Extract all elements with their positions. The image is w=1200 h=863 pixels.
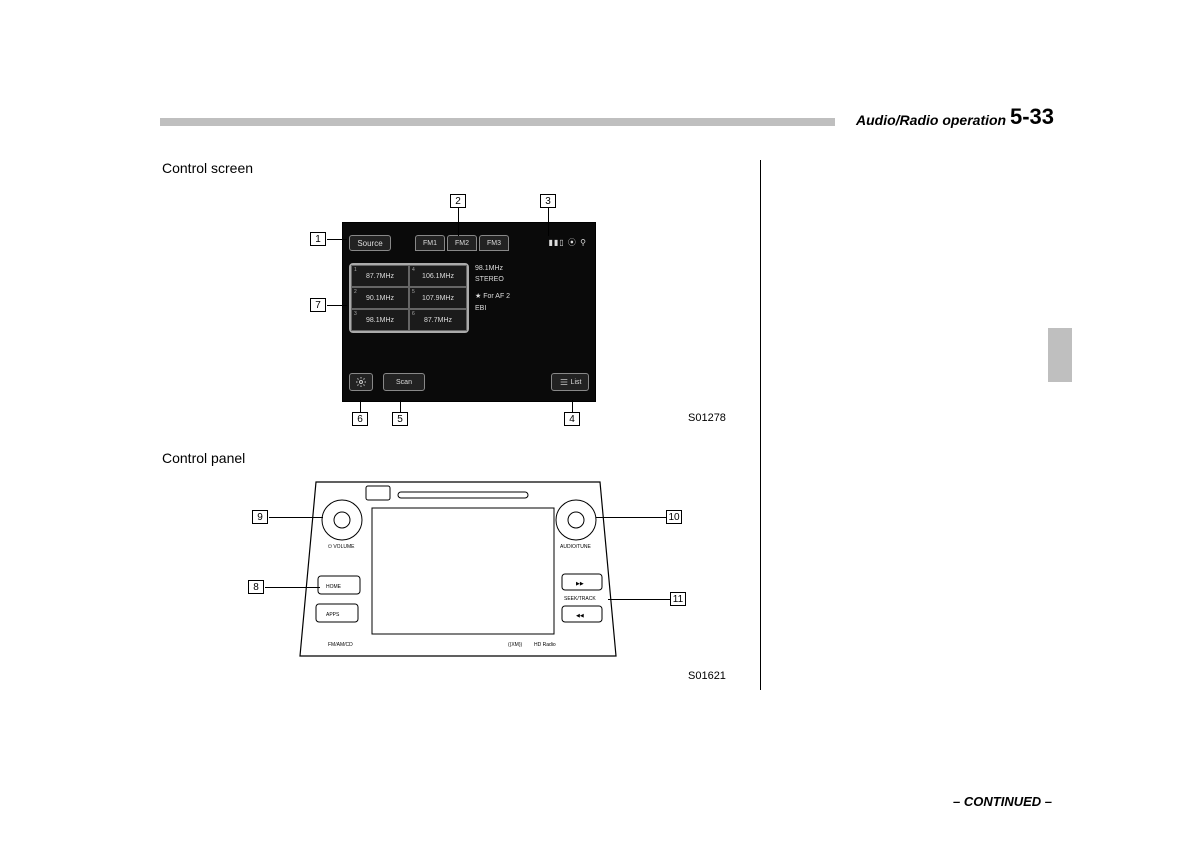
callout-5: 5	[392, 412, 408, 426]
fm-tab-group: FM1 FM2 FM3	[415, 235, 509, 251]
tune-label: AUDIO/TUNE	[560, 544, 592, 550]
head-unit-panel: ⏻ VOLUME AUDIO/TUNE HOME APPS ▶▶ SEEK/TR…	[298, 478, 618, 664]
radio-screen: Source FM1 FM2 FM3 ▮▮▯ ⦿ ⚲ 187.7MHz 4106…	[342, 222, 596, 402]
callout-6: 6	[352, 412, 368, 426]
tab-fm1[interactable]: FM1	[415, 235, 445, 251]
lead-1	[327, 239, 347, 240]
apps-button-label: APPS	[326, 612, 340, 618]
preset-6[interactable]: 687.7MHz	[409, 309, 467, 331]
lead-3	[548, 208, 549, 236]
lead-10	[596, 517, 666, 518]
seek-label: SEEK/TRACK	[564, 596, 596, 602]
preset-4[interactable]: 4106.1MHz	[409, 265, 467, 287]
tab-fm3[interactable]: FM3	[479, 235, 509, 251]
volume-label: ⏻ VOLUME	[328, 544, 355, 550]
svg-text:▶▶: ▶▶	[576, 581, 584, 587]
page-number: 5-33	[1010, 104, 1054, 130]
lead-5	[400, 400, 401, 412]
lead-4	[572, 400, 573, 412]
callout-1: 1	[310, 232, 326, 246]
preset-1[interactable]: 187.7MHz	[351, 265, 409, 287]
current-frequency: 98.1MHz	[475, 263, 510, 274]
preset-5[interactable]: 5107.9MHz	[409, 287, 467, 309]
continued-label: – CONTINUED –	[953, 794, 1052, 809]
ebi-label: EBI	[475, 303, 510, 314]
svg-text:((XM)): ((XM))	[508, 642, 522, 648]
callout-3: 3	[540, 194, 556, 208]
figure-ref-panel: S01621	[688, 670, 726, 682]
header-divider	[160, 118, 835, 126]
label-control-panel: Control panel	[162, 450, 245, 466]
preset-3[interactable]: 398.1MHz	[351, 309, 409, 331]
stereo-indicator: STEREO	[475, 274, 510, 285]
section-header: Audio/Radio operation	[856, 112, 1006, 128]
callout-11: 11	[670, 592, 686, 606]
column-divider	[760, 160, 761, 690]
af-label: ★ For AF 2	[475, 291, 510, 302]
home-button-label: HOME	[326, 584, 342, 590]
source-button[interactable]: Source	[349, 235, 391, 251]
lead-8	[265, 587, 320, 588]
lead-7	[327, 305, 347, 306]
lead-2	[458, 208, 459, 236]
callout-10: 10	[666, 510, 682, 524]
lead-11	[608, 599, 670, 600]
callout-4: 4	[564, 412, 580, 426]
settings-button[interactable]	[349, 373, 373, 391]
callout-8: 8	[248, 580, 264, 594]
screen-bottom-bar: Scan List	[343, 373, 595, 391]
scan-button[interactable]: Scan	[383, 373, 425, 391]
list-icon	[559, 377, 569, 387]
callout-2: 2	[450, 194, 466, 208]
svg-text:HD Radio: HD Radio	[534, 642, 556, 648]
label-control-screen: Control screen	[162, 160, 253, 176]
station-info: 98.1MHz STEREO ★ For AF 2 EBI	[475, 263, 510, 314]
callout-9: 9	[252, 510, 268, 524]
lead-6	[360, 400, 361, 412]
tab-fm2[interactable]: FM2	[447, 235, 477, 251]
thumb-index-tab	[1048, 328, 1072, 382]
svg-text:◀◀: ◀◀	[576, 613, 584, 619]
status-icons: ▮▮▯ ⦿ ⚲	[548, 237, 587, 248]
preset-2[interactable]: 290.1MHz	[351, 287, 409, 309]
list-button[interactable]: List	[551, 373, 589, 391]
preset-grid: 187.7MHz 4106.1MHz 290.1MHz 5107.9MHz 39…	[349, 263, 469, 333]
lead-9	[269, 517, 323, 518]
figure-ref-screen: S01278	[688, 412, 726, 424]
gear-icon	[355, 376, 367, 388]
callout-7: 7	[310, 298, 326, 312]
svg-text:FM/AM/CD: FM/AM/CD	[328, 642, 353, 648]
